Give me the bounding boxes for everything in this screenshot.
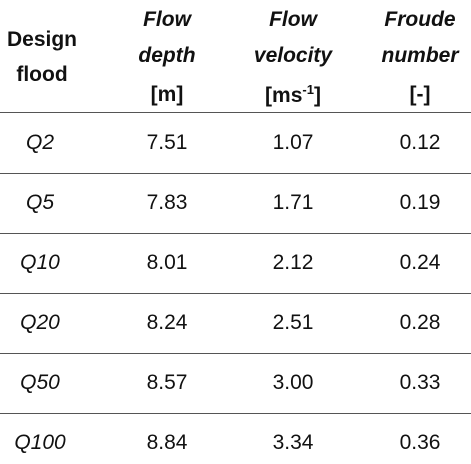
cell-value: 8.01 [146, 251, 188, 274]
header-text: Froude [384, 8, 456, 31]
cell-value: 1.07 [272, 131, 314, 154]
row-rule [0, 112, 471, 113]
cell-value: 8.24 [146, 311, 188, 334]
header-unit: [-] [409, 83, 431, 106]
cell-value: 2.12 [272, 251, 314, 274]
header-text: flood [16, 63, 68, 86]
header-text: velocity [253, 44, 333, 67]
row-rule [0, 233, 471, 234]
header-text: number [381, 44, 459, 67]
unit-text: [ms [265, 84, 303, 107]
row-rule [0, 353, 471, 354]
cell-value: 8.57 [146, 371, 188, 394]
unit-superscript: -1 [302, 82, 314, 97]
header-text: Flow [269, 8, 317, 31]
cell-value: 0.19 [399, 191, 441, 214]
row-label: Q10 [20, 251, 60, 274]
header-text: Flow [143, 8, 191, 31]
row-rule [0, 173, 471, 174]
cell-value: 0.28 [399, 311, 441, 334]
cell-value: 0.24 [399, 251, 441, 274]
row-label: Q20 [20, 311, 60, 334]
header-text: depth [138, 44, 196, 67]
row-label: Q5 [25, 191, 55, 214]
row-label: Q100 [14, 431, 66, 454]
cell-value: 0.12 [399, 131, 441, 154]
cell-value: 0.33 [399, 371, 441, 394]
cell-value: 7.51 [146, 131, 188, 154]
row-rule [0, 293, 471, 294]
header-unit: [m] [150, 83, 184, 106]
unit-text: ] [313, 84, 321, 107]
header-unit: [ms-1] [265, 82, 321, 108]
cell-value: 0.36 [399, 431, 441, 454]
row-label: Q2 [25, 131, 55, 154]
cell-value: 7.83 [146, 191, 188, 214]
cell-value: 1.71 [272, 191, 314, 214]
cell-value: 2.51 [272, 311, 314, 334]
cell-value: 3.00 [272, 371, 314, 394]
cell-value: 3.34 [272, 431, 314, 454]
row-label: Q50 [20, 371, 60, 394]
row-rule [0, 413, 471, 414]
header-text: Design [6, 28, 78, 51]
cell-value: 8.84 [146, 431, 188, 454]
